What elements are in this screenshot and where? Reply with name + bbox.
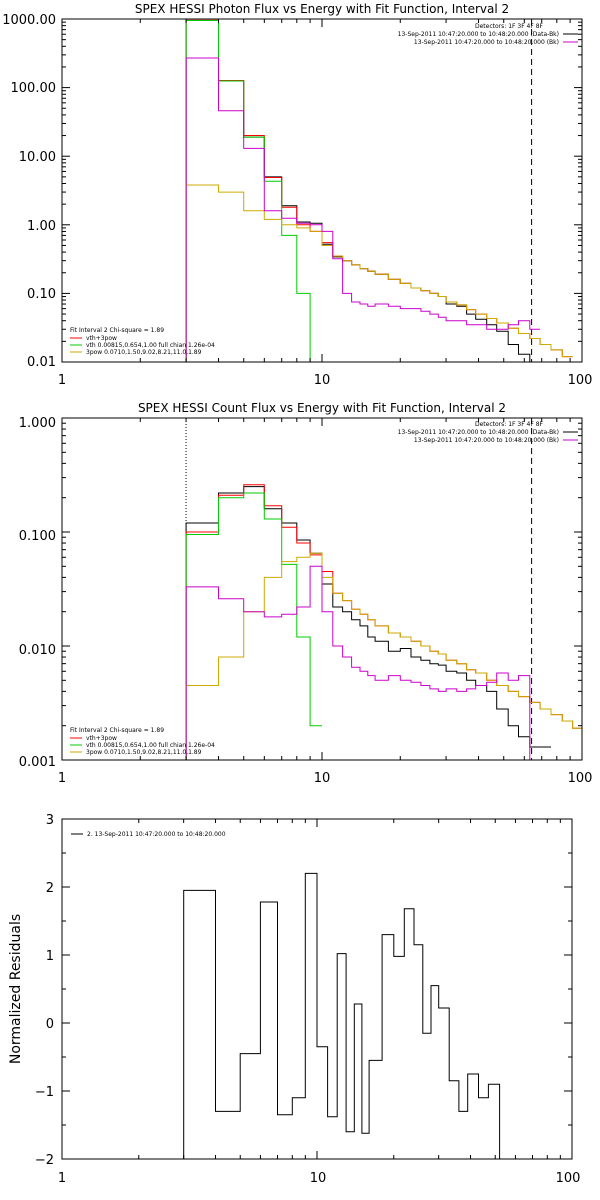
photon-flux-xtick-label: 1 xyxy=(58,373,66,388)
count-flux-legend-top: Detectors: 1F 3F 4F 8F 13-Sep-2011 10:47… xyxy=(398,421,578,444)
count-flux-legend-vth3pow: vth+3pow xyxy=(86,735,117,742)
residuals-ytick-label: −2 xyxy=(35,1153,54,1168)
count-flux-ytick-label: 0.100 xyxy=(19,529,56,544)
residuals-y-axis-label: Normalized Residuals xyxy=(8,914,24,1064)
count-flux-xtick-label: 10 xyxy=(314,771,331,786)
residuals-ytick-labels: 3 2 1 0 −1 −2 xyxy=(35,813,54,1168)
count-flux-legend-fit: Fit Interval 2 Chi-square = 1.89 xyxy=(70,727,164,734)
count-flux-legend-bk: 13-Sep-2011 10:47:20.000 to 10:48:20.000… xyxy=(414,437,559,444)
count-flux-title: SPEX HESSI Count Flux vs Energy with Fit… xyxy=(138,401,506,415)
photon-flux-ytick-label: 0.01 xyxy=(27,355,56,370)
residuals-ytick-label: 0 xyxy=(46,1017,54,1032)
photon-flux-xtick-label: 10 xyxy=(314,373,331,388)
photon-flux-legend-3pow: 3pow 0.0710,1.50,9.02,8.21,11.0,1.89 xyxy=(86,349,202,356)
residuals-xtick-label: 1 xyxy=(58,1171,66,1186)
photon-flux-series-vth xyxy=(185,20,322,362)
photon-flux-ytick-label: 1000.00 xyxy=(2,13,56,28)
photon-flux-ytick-label: 100.00 xyxy=(11,81,57,96)
residuals-xtick-labels: 1 10 100 xyxy=(58,1171,581,1186)
count-flux-legend-detectors: Detectors: 1F 3F 4F 8F xyxy=(475,421,544,428)
photon-flux-plot-frame xyxy=(61,18,583,363)
count-flux-xtick-label: 1 xyxy=(58,771,66,786)
count-flux-xtick-label: 100 xyxy=(568,771,593,786)
photon-flux-legend-fit: Fit Interval 2 Chi-square = 1.89 xyxy=(70,327,164,334)
photon-flux-legend-data-bk: 13-Sep-2011 10:47:20.000 to 10:48:20.000… xyxy=(398,31,559,38)
count-flux-xtick-labels: 1 10 100 xyxy=(58,771,593,786)
photon-flux-legend-bk: 13-Sep-2011 10:47:20.000 to 10:48:20.000… xyxy=(414,39,559,46)
count-flux-legend-data-bk: 13-Sep-2011 10:47:20.000 to 10:48:20.000… xyxy=(398,429,559,436)
residuals-ytick-label: 3 xyxy=(46,813,54,828)
residuals-panel: Normalized Residuals 3 2 1 0 −1 −2 1 10 … xyxy=(8,813,580,1186)
count-flux-series-vth+3pow xyxy=(185,484,582,760)
photon-flux-ytick-label: 1.00 xyxy=(27,219,56,234)
residuals-series-residuals xyxy=(183,872,531,1159)
residuals-xtick-label: 100 xyxy=(556,1171,581,1186)
photon-flux-xtick-label: 100 xyxy=(568,373,593,388)
residuals-legend-interval: 2. 13-Sep-2011 10:47:20.000 to 10:48:20.… xyxy=(87,831,226,838)
count-flux-ytick-label: 1.000 xyxy=(19,416,56,431)
count-flux-series-data-bk xyxy=(185,486,551,760)
count-flux-legend-bottom: Fit Interval 2 Chi-square = 1.89 vth+3po… xyxy=(70,727,215,756)
photon-flux-ytick-label: 10.00 xyxy=(19,150,56,165)
photon-flux-legend-vth3pow: vth+3pow xyxy=(86,335,117,342)
photon-flux-series-bk xyxy=(185,57,541,362)
count-flux-series-bk xyxy=(185,565,541,760)
residuals-xtick-label: 10 xyxy=(310,1171,327,1186)
count-flux-ytick-label: 0.010 xyxy=(19,643,56,658)
count-flux-series-vth xyxy=(185,492,322,760)
photon-flux-title: SPEX HESSI Photon Flux vs Energy with Fi… xyxy=(135,2,509,16)
residuals-ytick-label: 2 xyxy=(46,881,54,896)
photon-flux-series-3pow xyxy=(185,184,573,362)
photon-flux-panel: SPEX HESSI Photon Flux vs Energy with Fi… xyxy=(2,2,592,388)
residuals-legend: 2. 13-Sep-2011 10:47:20.000 to 10:48:20.… xyxy=(71,831,226,838)
photon-flux-legend-detectors: Detectors: 1F 3F 4F 8F xyxy=(475,23,544,30)
photon-flux-series-data-bk xyxy=(185,20,573,362)
residuals-ytick-label: 1 xyxy=(46,949,54,964)
count-flux-series-3pow xyxy=(185,552,582,760)
count-flux-panel: SPEX HESSI Count Flux vs Energy with Fit… xyxy=(19,401,593,786)
count-flux-ytick-labels: 1.000 0.100 0.010 0.001 xyxy=(19,416,56,770)
photon-flux-legend-bottom: Fit Interval 2 Chi-square = 1.89 vth+3po… xyxy=(70,327,215,356)
count-flux-ytick-label: 0.001 xyxy=(19,755,56,770)
photon-flux-xtick-labels: 1 10 100 xyxy=(58,373,593,388)
photon-flux-ytick-label: 0.10 xyxy=(27,287,56,302)
residuals-ytick-label: −1 xyxy=(35,1085,54,1100)
count-flux-legend-3pow: 3pow 0.0710,1.50,9.02,8.21,11.0,1.89 xyxy=(86,749,202,756)
count-flux-legend-vth: vth 0.00815,0.654,1.00 full chian 1.26e-… xyxy=(86,742,215,749)
photon-flux-legend-top: Detectors: 1F 3F 4F 8F 13-Sep-2011 10:47… xyxy=(398,23,578,46)
photon-flux-ytick-labels: 1000.00 100.00 10.00 1.00 0.10 0.01 xyxy=(2,13,56,370)
photon-flux-legend-vth: vth 0.00815,0.654,1.00 full chian 1.26e-… xyxy=(86,342,215,349)
photon-flux-series-vth+3pow xyxy=(185,19,573,362)
